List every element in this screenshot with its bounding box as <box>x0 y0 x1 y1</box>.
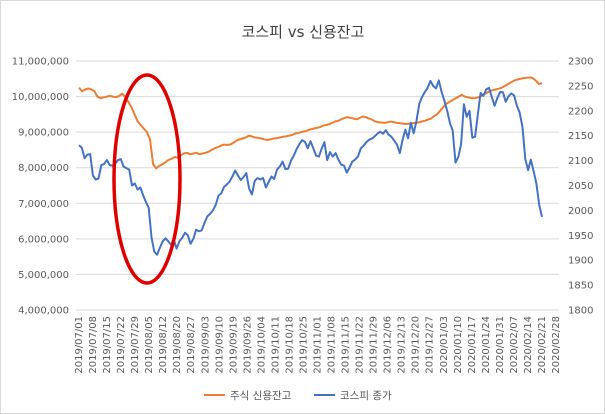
right-tick-label: 2050 <box>568 181 593 192</box>
x-tick-label: 2019/08/27 <box>186 316 197 374</box>
x-tick-label: 2019/11/29 <box>369 316 380 374</box>
left-axis-ticks: 4,000,000 5,000,000 6,000,000 7,000,000 8,00… <box>12 57 69 317</box>
left-tick-label: 6,000,000 <box>18 234 69 245</box>
x-tick-label: 2019/08/20 <box>172 316 183 374</box>
x-tick-label: 2019/10/04 <box>256 316 267 374</box>
series-layer <box>78 76 543 256</box>
right-tick-label: 1800 <box>568 306 593 317</box>
x-tick-label: 2019/07/08 <box>88 316 99 374</box>
right-tick-label: 2250 <box>568 81 593 92</box>
right-tick-label: 1900 <box>568 256 593 267</box>
gridlines <box>76 60 559 311</box>
x-tick-label: 2019/09/03 <box>200 316 211 374</box>
x-tick-label: 2020/02/14 <box>523 316 534 374</box>
series-line-credit-balance <box>78 76 543 170</box>
x-tick-label: 2019/08/12 <box>158 316 169 374</box>
x-tick-label: 2019/11/08 <box>327 316 338 374</box>
x-tick-label: 2020/02/21 <box>537 316 548 374</box>
x-tick-label: 2019/12/13 <box>397 316 408 374</box>
series-line-kospi-close <box>78 79 543 256</box>
left-tick-label: 10,000,000 <box>12 92 69 103</box>
x-tick-label: 2020/01/24 <box>481 316 492 374</box>
right-tick-label: 2200 <box>568 106 593 117</box>
x-tick-label: 2019/07/01 <box>74 316 85 374</box>
left-tick-label: 11,000,000 <box>12 57 69 68</box>
left-tick-label: 8,000,000 <box>18 163 69 174</box>
x-tick-label: 2020/02/07 <box>509 316 520 374</box>
x-tick-label: 2019/10/11 <box>270 316 281 374</box>
right-axis-ticks: 1800 1850 1900 1950 2000 2050 2100 2150 2200 2250… <box>568 57 593 317</box>
right-tick-label: 2150 <box>568 131 593 142</box>
right-tick-label: 2000 <box>568 206 593 217</box>
right-tick-label: 1950 <box>568 231 593 242</box>
x-tick-label: 2019/07/29 <box>130 316 141 374</box>
left-tick-label: 7,000,000 <box>18 199 69 210</box>
x-tick-label: 2019/07/22 <box>116 316 127 374</box>
x-tick-label: 2019/11/15 <box>341 316 352 374</box>
x-tick-label: 2019/10/25 <box>298 316 309 374</box>
x-tick-label: 2019/12/06 <box>383 316 394 374</box>
chart-title: 코스피 vs 신용잔고 <box>242 23 365 41</box>
left-tick-label: 4,000,000 <box>18 306 69 317</box>
right-tick-label: 2100 <box>568 156 593 167</box>
legend-label-kospi-close: 코스피 종가 <box>340 390 392 402</box>
left-tick-label: 5,000,000 <box>18 270 69 281</box>
x-axis-ticks: 2019/07/01 2019/07/08 2019/07/15 2019/07/22… <box>74 316 562 374</box>
x-tick-label: 2019/11/22 <box>355 316 366 374</box>
x-tick-label: 2020/01/10 <box>453 316 464 374</box>
x-tick-label: 2019/08/05 <box>144 316 155 374</box>
x-tick-label: 2020/01/17 <box>467 316 478 374</box>
left-tick-label: 9,000,000 <box>18 128 69 139</box>
legend-label-credit-balance: 주식 신용잔고 <box>230 390 292 402</box>
x-tick-label: 2019/12/20 <box>411 316 422 374</box>
x-tick-label: 2019/12/27 <box>425 316 436 374</box>
x-tick-label: 2020/01/03 <box>439 316 450 374</box>
x-tick-label: 2019/10/18 <box>284 316 295 374</box>
legend: 주식 신용잔고 코스피 종가 <box>204 390 392 402</box>
x-tick-label: 2019/09/26 <box>242 316 253 374</box>
x-tick-label: 2020/01/31 <box>495 316 506 374</box>
x-tick-label: 2019/09/19 <box>228 316 239 374</box>
x-tick-label: 2020/02/28 <box>551 316 562 374</box>
x-tick-label: 2019/07/15 <box>102 316 113 374</box>
highlight-ellipse <box>112 73 182 285</box>
x-tick-label: 2019/09/10 <box>214 316 225 374</box>
x-tick-label: 2019/11/01 <box>313 316 324 374</box>
right-tick-label: 1850 <box>568 281 593 292</box>
annotation-layer <box>112 73 182 285</box>
right-tick-label: 2300 <box>568 57 593 68</box>
